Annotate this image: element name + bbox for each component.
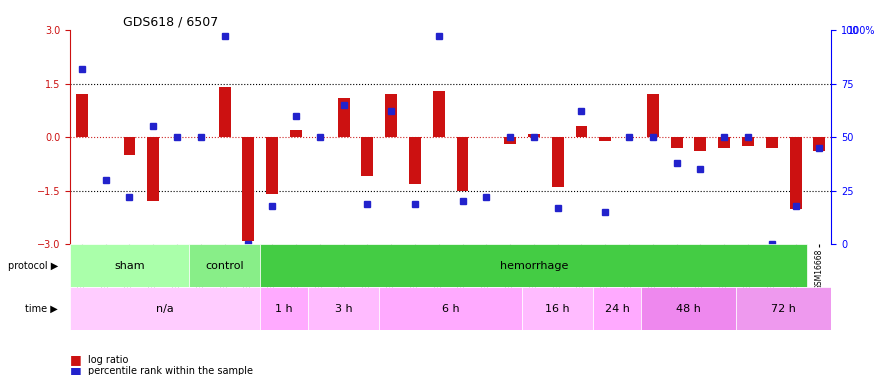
Text: log ratio: log ratio: [88, 355, 128, 365]
FancyBboxPatch shape: [379, 287, 522, 330]
FancyBboxPatch shape: [522, 287, 593, 330]
Bar: [266, 137, 278, 194]
Bar: [599, 137, 612, 141]
Bar: [147, 137, 159, 201]
Text: 48 h: 48 h: [676, 304, 701, 313]
Text: 24 h: 24 h: [605, 304, 630, 313]
Text: GDS618 / 6507: GDS618 / 6507: [123, 16, 219, 29]
Bar: [409, 137, 421, 184]
Text: hemorrhage: hemorrhage: [500, 261, 568, 271]
Text: protocol ▶: protocol ▶: [8, 261, 58, 271]
Text: n/a: n/a: [157, 304, 174, 313]
Text: percentile rank within the sample: percentile rank within the sample: [88, 366, 253, 375]
FancyBboxPatch shape: [736, 287, 831, 330]
Bar: [766, 137, 778, 148]
FancyBboxPatch shape: [261, 287, 308, 330]
Bar: [361, 137, 374, 176]
Text: 72 h: 72 h: [771, 304, 796, 313]
Bar: [242, 137, 255, 241]
Bar: [504, 137, 516, 144]
Bar: [789, 137, 802, 209]
Text: time ▶: time ▶: [25, 304, 58, 313]
Text: ■: ■: [70, 354, 81, 366]
FancyBboxPatch shape: [189, 244, 261, 287]
Bar: [670, 137, 682, 148]
Bar: [385, 94, 397, 137]
Bar: [552, 137, 564, 187]
Bar: [695, 137, 706, 152]
Bar: [290, 130, 302, 137]
Bar: [338, 98, 349, 137]
Bar: [742, 137, 754, 146]
Text: control: control: [206, 261, 244, 271]
Bar: [123, 137, 136, 155]
Text: 6 h: 6 h: [442, 304, 459, 313]
Bar: [433, 91, 444, 137]
Bar: [647, 94, 659, 137]
FancyBboxPatch shape: [308, 287, 379, 330]
Bar: [576, 126, 587, 137]
FancyBboxPatch shape: [640, 287, 736, 330]
Bar: [219, 87, 231, 137]
Text: 3 h: 3 h: [335, 304, 353, 313]
Bar: [528, 134, 540, 137]
Text: 16 h: 16 h: [545, 304, 570, 313]
Bar: [76, 94, 88, 137]
FancyBboxPatch shape: [70, 287, 261, 330]
Bar: [718, 137, 730, 148]
Text: sham: sham: [114, 261, 144, 271]
FancyBboxPatch shape: [70, 244, 189, 287]
Text: ■: ■: [70, 365, 81, 375]
FancyBboxPatch shape: [593, 287, 640, 330]
Bar: [814, 137, 825, 152]
Bar: [457, 137, 468, 191]
Y-axis label: 100%: 100%: [848, 26, 875, 36]
FancyBboxPatch shape: [261, 244, 808, 287]
Text: 1 h: 1 h: [276, 304, 293, 313]
